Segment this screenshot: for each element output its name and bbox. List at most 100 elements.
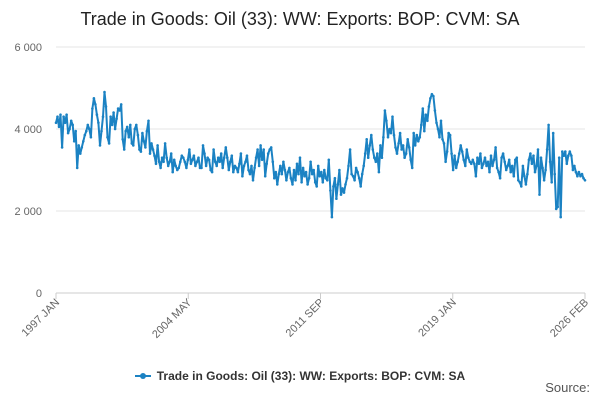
data-point[interactable] (242, 164, 246, 168)
data-point[interactable] (221, 166, 224, 170)
data-point[interactable] (557, 156, 561, 159)
data-point[interactable] (500, 156, 503, 159)
data-point[interactable] (121, 138, 124, 141)
data-point[interactable] (541, 166, 544, 170)
data-point[interactable] (406, 138, 410, 141)
data-point[interactable] (366, 156, 370, 159)
data-point[interactable] (63, 121, 67, 125)
data-point[interactable] (365, 138, 369, 141)
data-point[interactable] (567, 154, 570, 157)
data-point[interactable] (354, 166, 358, 170)
data-point[interactable] (125, 125, 129, 129)
data-point[interactable] (391, 115, 394, 118)
data-point[interactable] (106, 135, 109, 139)
data-point[interactable] (350, 172, 353, 176)
data-point[interactable] (468, 160, 472, 164)
data-point[interactable] (291, 183, 294, 186)
data-point[interactable] (215, 164, 218, 168)
data-point[interactable] (444, 160, 447, 164)
data-point[interactable] (256, 148, 259, 151)
data-point[interactable] (533, 170, 537, 174)
data-point[interactable] (485, 164, 488, 168)
data-point[interactable] (483, 156, 487, 159)
data-point[interactable] (400, 148, 403, 151)
data-point[interactable] (480, 166, 484, 170)
data-point[interactable] (179, 160, 182, 164)
data-point[interactable] (250, 164, 253, 168)
data-point[interactable] (60, 146, 64, 149)
data-point[interactable] (233, 164, 237, 168)
data-point[interactable] (565, 162, 569, 166)
data-point[interactable] (338, 168, 341, 172)
data-point[interactable] (54, 121, 58, 125)
data-point[interactable] (110, 123, 114, 127)
data-point[interactable] (526, 172, 529, 176)
data-point[interactable] (192, 154, 196, 157)
data-point[interactable] (356, 170, 359, 174)
data-point[interactable] (138, 148, 141, 151)
data-point[interactable] (530, 162, 534, 166)
data-point[interactable] (160, 156, 164, 159)
data-point[interactable] (510, 164, 514, 168)
data-point[interactable] (550, 181, 553, 184)
data-point[interactable] (186, 158, 190, 162)
data-point[interactable] (524, 183, 528, 186)
data-point[interactable] (154, 162, 158, 166)
data-point[interactable] (561, 150, 564, 153)
data-point[interactable] (326, 179, 329, 182)
data-point[interactable] (582, 176, 585, 180)
data-point[interactable] (335, 197, 338, 200)
data-point[interactable] (176, 168, 179, 172)
data-point[interactable] (470, 162, 473, 166)
data-point[interactable] (189, 162, 193, 166)
data-point[interactable] (436, 127, 440, 131)
data-point[interactable] (94, 103, 97, 106)
data-point[interactable] (439, 119, 443, 123)
data-point[interactable] (321, 181, 325, 184)
data-point[interactable] (379, 144, 382, 147)
data-point[interactable] (162, 160, 165, 164)
data-point[interactable] (462, 158, 466, 162)
data-point[interactable] (495, 166, 499, 170)
data-point[interactable] (135, 123, 138, 127)
data-point[interactable] (441, 138, 444, 141)
data-point[interactable] (112, 111, 115, 114)
data-point[interactable] (307, 176, 311, 180)
data-point[interactable] (423, 129, 426, 133)
data-point[interactable] (315, 185, 319, 188)
data-point[interactable] (77, 144, 80, 147)
data-point[interactable] (388, 127, 391, 131)
data-point[interactable] (309, 160, 312, 164)
data-point[interactable] (69, 119, 73, 123)
data-point[interactable] (395, 152, 399, 155)
data-point[interactable] (85, 129, 88, 133)
data-point[interactable] (113, 127, 117, 131)
data-point[interactable] (282, 160, 285, 164)
data-point[interactable] (571, 168, 575, 172)
data-point[interactable] (263, 174, 267, 178)
data-point[interactable] (426, 119, 429, 123)
data-point[interactable] (301, 166, 305, 170)
data-point[interactable] (479, 152, 482, 155)
data-point[interactable] (159, 166, 162, 170)
data-point[interactable] (409, 158, 413, 162)
data-point[interactable] (506, 164, 510, 168)
data-point[interactable] (268, 148, 272, 151)
data-point[interactable] (259, 144, 262, 147)
data-point[interactable] (551, 131, 555, 135)
data-point[interactable] (403, 156, 406, 159)
data-point[interactable] (191, 158, 194, 162)
data-point[interactable] (59, 113, 62, 116)
data-point[interactable] (292, 168, 296, 172)
data-point[interactable] (324, 176, 328, 180)
data-point[interactable] (577, 170, 581, 174)
data-point[interactable] (418, 135, 422, 139)
data-point[interactable] (216, 156, 220, 159)
data-point[interactable] (382, 135, 385, 139)
data-point[interactable] (183, 160, 187, 164)
data-point[interactable] (232, 170, 235, 174)
data-point[interactable] (172, 158, 176, 162)
data-point[interactable] (195, 160, 199, 164)
data-point[interactable] (298, 156, 302, 159)
data-point[interactable] (415, 133, 419, 137)
